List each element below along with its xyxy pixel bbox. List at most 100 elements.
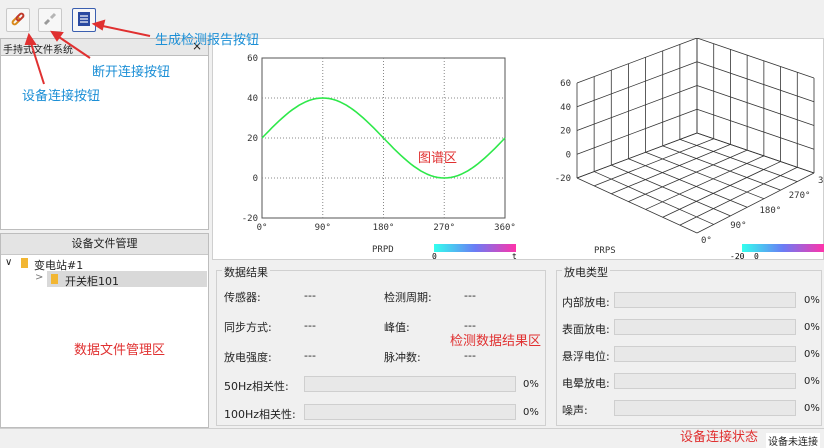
discharge-type-value: 0% bbox=[804, 295, 820, 306]
corr50-progress bbox=[304, 376, 516, 392]
prps-wall-line bbox=[576, 132, 698, 179]
corr50-value: 0% bbox=[523, 379, 539, 390]
callout-report: 生成检测报告按钮 bbox=[155, 33, 260, 48]
intensity-label: 放电强度: bbox=[224, 351, 272, 364]
connect-button[interactable] bbox=[6, 8, 30, 32]
prpd-xtick-label: 270° bbox=[433, 223, 455, 233]
sync-value: --- bbox=[304, 319, 316, 332]
sensor-label: 传感器: bbox=[224, 291, 261, 304]
discharge-type-progress bbox=[614, 346, 796, 362]
prps-floor-line bbox=[611, 164, 731, 217]
prpd-label: PRPD bbox=[372, 245, 394, 255]
folder-icon bbox=[21, 258, 28, 268]
tree-item-label: 开关柜101 bbox=[65, 275, 119, 288]
prps-floor-line bbox=[611, 144, 731, 195]
disconnect-button[interactable] bbox=[38, 8, 62, 32]
prpd-ytick-label: 60 bbox=[247, 54, 258, 64]
corr100-value: 0% bbox=[523, 407, 539, 418]
prps-floor-line bbox=[593, 138, 714, 187]
callout-file-area: 数据文件管理区 bbox=[74, 343, 166, 358]
results-panel: 数据结果 传感器: --- 检测周期: --- 同步方式: --- 峰值: --… bbox=[212, 262, 550, 428]
prps-wall-line bbox=[576, 85, 698, 131]
expand-icon[interactable]: > bbox=[35, 272, 44, 283]
tree-item-label: 变电站#1 bbox=[34, 259, 84, 272]
callout-disconnect: 断开连接按钮 bbox=[92, 65, 171, 80]
prps-label: PRPS bbox=[594, 246, 616, 256]
prps-phase-tick-label: 270° bbox=[789, 191, 811, 201]
prps-phase-tick-label: 90° bbox=[730, 221, 746, 231]
prps-floor-line bbox=[679, 139, 798, 182]
discharge-type-label: 电晕放电: bbox=[562, 377, 610, 390]
prps-floor-line bbox=[645, 151, 765, 200]
status-bar: 设备未连接 bbox=[0, 428, 824, 448]
discharge-panel: 放电类型 内部放电: 0% 表面放电: 0% 悬浮电位: 0% 电晕放电: 0% 噪声: 0% bbox=[552, 262, 824, 428]
corr100-progress bbox=[304, 404, 516, 420]
prps-ztick-label: 40 bbox=[560, 103, 571, 113]
prpd-colorbar-min: 0 bbox=[432, 252, 437, 260]
discharge-type-value: 0% bbox=[804, 322, 820, 333]
prps-floor-line bbox=[576, 177, 698, 234]
collapse-icon[interactable]: ∨ bbox=[5, 257, 13, 268]
prps-wall-line bbox=[696, 61, 815, 103]
prps-colorbar-min: -20 bbox=[730, 252, 745, 260]
prps-ztick-label: 0 bbox=[566, 150, 571, 160]
discharge-title: 放电类型 bbox=[562, 264, 610, 280]
prpd-xtick-label: 180° bbox=[373, 223, 395, 233]
prps-wall-line bbox=[576, 38, 698, 84]
prpd-xtick-label: 0° bbox=[257, 223, 268, 233]
prpd-colorbar bbox=[434, 244, 516, 252]
report-icon bbox=[77, 11, 91, 30]
prpd-chart: -20 0 20 40 60 0° 90° 180° 270° 360° PRPD 0 t bbox=[242, 54, 517, 260]
tree-item-cabinet[interactable]: > 开关柜101 bbox=[1, 271, 208, 288]
discharge-type-label: 表面放电: bbox=[562, 323, 610, 336]
prps-ztick-label: 60 bbox=[560, 79, 571, 89]
prps-floor-line bbox=[645, 155, 765, 210]
discharge-type-progress bbox=[614, 292, 796, 308]
prps-wall-line bbox=[696, 38, 815, 79]
discharge-type-progress bbox=[614, 400, 796, 416]
device-file-title: 设备文件管理 bbox=[1, 234, 208, 255]
discharge-type-progress bbox=[614, 319, 796, 335]
connection-status: 设备未连接 bbox=[766, 433, 820, 448]
prps-floor-line bbox=[628, 158, 748, 208]
discharge-type-value: 0% bbox=[804, 403, 820, 414]
discharge-type-label: 悬浮电位: bbox=[562, 350, 610, 363]
prps-phase-tick-label: 180° bbox=[760, 206, 782, 216]
folder-icon bbox=[51, 274, 58, 284]
callout-connect: 设备连接按钮 bbox=[22, 89, 101, 104]
prps-ztick-label: 20 bbox=[560, 127, 571, 137]
pulse-label: 脉冲数: bbox=[384, 351, 421, 364]
prps-floor-line bbox=[662, 145, 781, 191]
prpd-ytick-label: 0 bbox=[253, 174, 258, 184]
callout-status-area: 设备连接状态 bbox=[680, 430, 759, 445]
peak-label: 峰值: bbox=[384, 321, 410, 334]
discharge-type-value: 0% bbox=[804, 349, 820, 360]
discharge-type-label: 噪声: bbox=[562, 404, 588, 417]
sensor-value: --- bbox=[304, 289, 316, 302]
tree-item-substation[interactable]: ∨ 变电站#1 bbox=[1, 255, 208, 272]
prpd-xtick-label: 90° bbox=[315, 223, 331, 233]
prpd-colorbar-max: t bbox=[512, 252, 517, 260]
prps-wall-line bbox=[696, 132, 815, 174]
prps-chart: -20 0 20 40 60 0° 90° 180° 270° 360° PRPS -20 0 bbox=[555, 38, 824, 260]
results-title: 数据结果 bbox=[222, 264, 270, 280]
discharge-type-progress bbox=[614, 373, 796, 389]
callout-result-area: 检测数据结果区 bbox=[450, 334, 542, 349]
sync-label: 同步方式: bbox=[224, 321, 272, 334]
callout-chart-area: 图谱区 bbox=[418, 151, 458, 166]
period-label: 检测周期: bbox=[384, 291, 432, 304]
prps-wall-line bbox=[576, 61, 698, 108]
intensity-value: --- bbox=[304, 349, 316, 362]
generate-report-button[interactable] bbox=[72, 8, 96, 32]
prpd-series-line bbox=[261, 97, 506, 179]
discharge-type-label: 内部放电: bbox=[562, 296, 610, 309]
discharge-frame bbox=[556, 270, 822, 426]
peak-value: --- bbox=[464, 319, 476, 332]
prpd-ytick-label: 20 bbox=[247, 134, 258, 144]
device-file-panel: 设备文件管理 ∨ 变电站#1 > 开关柜101 bbox=[0, 233, 209, 428]
unlink-icon bbox=[42, 11, 58, 30]
prps-wall-line bbox=[696, 108, 815, 150]
prps-floor-line bbox=[662, 161, 781, 218]
prps-ztick-label: -20 bbox=[555, 174, 571, 184]
close-icon[interactable]: × bbox=[191, 39, 202, 53]
